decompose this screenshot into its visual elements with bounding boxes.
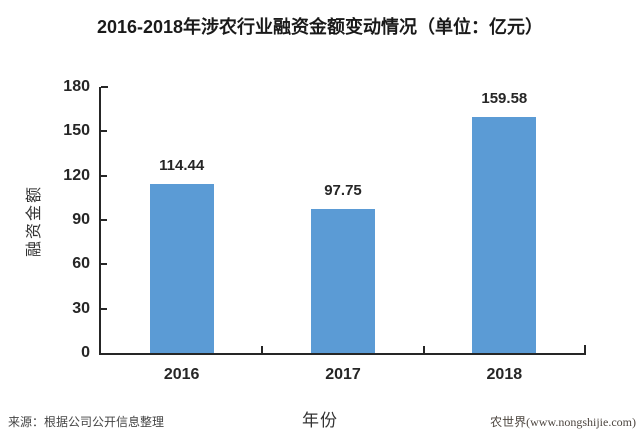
- bar: [311, 208, 375, 353]
- y-tick-mark: [101, 86, 108, 88]
- y-axis-title: 融资金额: [26, 185, 43, 258]
- y-tick-mark: [101, 174, 107, 177]
- y-tick-mark: [101, 263, 107, 266]
- y-tick-label: 150: [63, 122, 90, 140]
- bar-value-label: 114.44: [159, 156, 205, 174]
- bar: [472, 117, 537, 353]
- y-tick-mark: [101, 219, 107, 221]
- x-axis-end-tick: [584, 345, 586, 353]
- y-tick-label: 0: [81, 344, 90, 361]
- x-tick-label: 2016: [163, 366, 200, 383]
- y-tick-mark: [101, 130, 107, 133]
- y-tick-label: 30: [72, 299, 90, 317]
- bar-value-label: 97.75: [324, 181, 362, 199]
- y-tick-label: 90: [72, 211, 90, 228]
- x-axis-title: 年份: [302, 411, 338, 430]
- y-tick-label: 120: [63, 166, 90, 184]
- y-tick-label: 180: [63, 78, 90, 95]
- x-tick-label: 2018: [486, 366, 523, 383]
- watermark: 农世界(www.nongshijie.com): [490, 415, 636, 429]
- x-tick-mark: [422, 346, 425, 353]
- source-note: 来源：根据公司公开信息整理: [8, 415, 165, 429]
- x-tick-label: 2017: [325, 366, 361, 383]
- bar-value-label: 159.58: [481, 90, 528, 108]
- x-tick-mark: [261, 346, 264, 353]
- y-tick-mark: [101, 307, 107, 310]
- bar: [149, 183, 214, 353]
- chart-title: 2016-2018年涉农行业融资金额变动情况（单位：亿元）: [96, 17, 544, 37]
- y-tick-label: 60: [72, 255, 90, 273]
